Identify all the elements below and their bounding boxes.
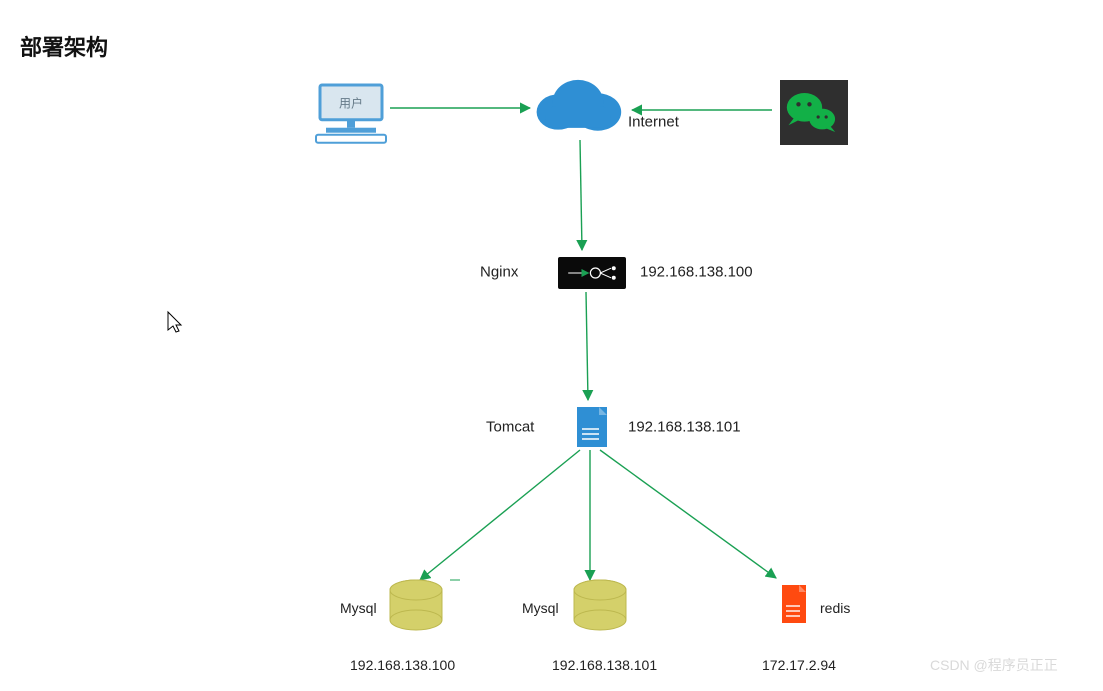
user-computer-icon: 用户 [316,85,386,143]
mysql2-ip: 192.168.138.101 [552,657,657,673]
mysql2-db-icon [574,580,626,630]
internet-label: Internet [628,114,679,131]
wechat-icon [780,80,848,145]
mysql1-label: Mysql [340,600,377,616]
tomcat-server-icon [577,407,607,447]
tomcat-ip: 192.168.138.101 [628,419,741,436]
edge-cloud [580,140,582,250]
edge-tomcat_r [600,450,776,578]
page-title: 部署架构 [20,30,108,62]
nginx-server-icon [558,257,626,289]
user-label: 用户 [339,95,363,110]
edge-nginx [586,292,588,400]
mysql1-db-icon [390,580,442,630]
diagram-canvas: 用户 [0,0,1103,691]
nginx-ip: 192.168.138.100 [640,264,753,281]
mysql2-label: Mysql [522,600,559,616]
redis-label: redis [820,600,850,616]
mysql1-ip: 192.168.138.100 [350,657,455,673]
redis-server-icon [782,585,806,623]
nginx-label: Nginx [480,264,518,281]
edge-tomcat_l [420,450,580,580]
watermark: CSDN @程序员正正 [930,655,1058,675]
mouse-cursor-icon [168,312,181,332]
cloud-icon [537,80,622,131]
tomcat-label: Tomcat [486,419,534,436]
redis-ip: 172.17.2.94 [762,657,836,673]
